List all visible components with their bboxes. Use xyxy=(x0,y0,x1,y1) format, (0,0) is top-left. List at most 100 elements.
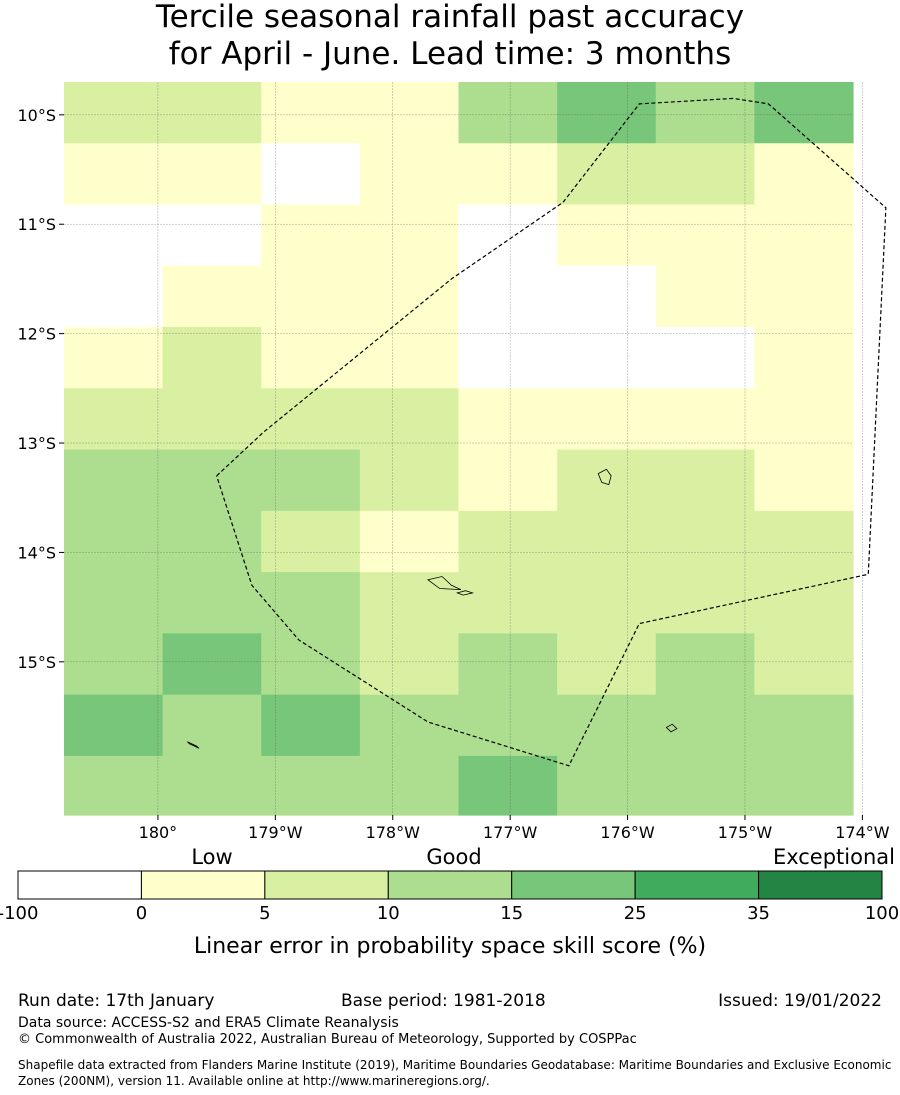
longitude-labels: 180° 179°W 178°W 177°W 176°W 175°W 174°W xyxy=(139,815,890,842)
grid-cell xyxy=(458,82,558,144)
lat-label: 10°S xyxy=(17,106,56,125)
grid-cell xyxy=(162,265,262,328)
colorbar-tick-label: 35 xyxy=(747,903,770,924)
grid-cell xyxy=(655,265,755,328)
grid-cell xyxy=(557,143,657,206)
colorbar-bin xyxy=(17,870,142,900)
colorbar-bin xyxy=(511,870,636,900)
grid-cell xyxy=(458,388,558,451)
grid-cell xyxy=(64,755,164,816)
grid-cell xyxy=(261,633,361,696)
grid-cell xyxy=(458,204,558,267)
lat-label: 11°S xyxy=(17,215,56,234)
grid-cell xyxy=(359,510,460,573)
grid-cell xyxy=(359,388,460,451)
skill-cells-layer xyxy=(64,82,854,816)
grid-cell xyxy=(557,388,657,451)
colorbar-bin xyxy=(758,870,883,900)
chart-title-line-2: for April - June. Lead time: 3 months xyxy=(168,36,732,72)
grid-cell xyxy=(359,265,460,328)
grid-cell xyxy=(458,755,558,816)
grid-cell xyxy=(162,633,262,696)
lat-label: 12°S xyxy=(17,325,56,344)
grid-cell xyxy=(754,510,854,573)
base-period: Base period: 1981-2018 xyxy=(341,991,546,1011)
colorbar-tick-label: 5 xyxy=(259,903,270,924)
grid-cell xyxy=(754,755,854,816)
grid-cell xyxy=(64,143,164,206)
grid-cell xyxy=(655,755,755,816)
grid-cell xyxy=(458,143,558,206)
island-outline xyxy=(187,741,200,749)
grid-cell xyxy=(754,143,854,206)
grid-cell xyxy=(557,633,657,696)
lat-label: 13°S xyxy=(17,434,56,453)
lon-label: 180° xyxy=(139,823,178,842)
lat-label: 15°S xyxy=(17,653,56,672)
island-outline xyxy=(456,590,475,596)
colorbar-tick-label: 0 xyxy=(136,903,147,924)
latitude-labels: 10°S 11°S 12°S 13°S 14°S 15°S xyxy=(17,106,64,672)
colorbar-bin xyxy=(387,870,513,900)
colorbar-tick-label: 100 xyxy=(865,903,899,924)
grid-cell xyxy=(261,755,361,816)
lon-label: 175°W xyxy=(718,823,773,842)
grid-cell xyxy=(655,82,755,144)
grid-cell xyxy=(754,694,854,757)
grid-cell xyxy=(64,694,164,757)
lon-label: 179°W xyxy=(248,823,303,842)
grid-cell xyxy=(261,694,361,757)
run-date: Run date: 17th January xyxy=(18,991,215,1011)
grid-cell xyxy=(557,449,657,512)
grid-cell xyxy=(557,572,657,634)
legend-category-good: Good xyxy=(426,845,481,869)
grid-cell xyxy=(754,82,854,144)
colorbar-tick-label: 25 xyxy=(624,903,647,924)
grid-cell xyxy=(458,265,558,328)
grid-cell xyxy=(359,204,460,267)
grid-cell xyxy=(64,82,164,144)
grid-cell xyxy=(359,633,460,696)
colorbar-bins xyxy=(17,870,883,900)
grid-cell xyxy=(557,694,657,757)
lat-label: 14°S xyxy=(17,543,56,562)
colorbar-tick-label: 15 xyxy=(500,903,523,924)
island-outline xyxy=(665,723,678,733)
colorbar-legend: Low Good Exceptional -100 0 5 10 15 25 35 100 L… xyxy=(0,845,899,959)
colorbar-bin xyxy=(264,870,389,900)
colorbar-tick-label: -100 xyxy=(0,903,38,924)
grid-cell xyxy=(458,327,558,389)
grid-cell xyxy=(754,572,854,634)
grid-cell xyxy=(64,510,164,573)
grid-cell xyxy=(359,694,460,757)
island-outline xyxy=(427,576,462,591)
graticule-layer xyxy=(64,82,863,815)
grid-cell xyxy=(655,388,755,451)
colorbar-tick-label: 10 xyxy=(377,903,400,924)
issued-date: Issued: 19/01/2022 xyxy=(718,991,882,1011)
grid-cell xyxy=(458,694,558,757)
lon-label: 176°W xyxy=(600,823,655,842)
grid-cell xyxy=(754,449,854,512)
grid-cell xyxy=(754,265,854,328)
grid-cell xyxy=(557,82,657,144)
grid-cell xyxy=(162,82,262,144)
lon-label: 174°W xyxy=(835,823,890,842)
grid-cell xyxy=(557,755,657,816)
grid-cell xyxy=(162,143,262,206)
grid-cell xyxy=(458,449,558,512)
colorbar-ticks: -100 0 5 10 15 25 35 100 xyxy=(0,903,899,924)
grid-cell xyxy=(557,327,657,389)
grid-cell xyxy=(655,327,755,389)
grid-cell xyxy=(261,143,361,206)
grid-cell xyxy=(64,449,164,512)
copyright-notice: © Commonwealth of Australia 2022, Austra… xyxy=(18,1032,637,1047)
eez-boundary-layer xyxy=(216,97,887,767)
grid-cell xyxy=(754,204,854,267)
grid-cell xyxy=(359,572,460,634)
grid-cell xyxy=(64,327,164,389)
grid-cell xyxy=(655,694,755,757)
grid-cell xyxy=(162,510,262,573)
shapefile-attribution: Shapefile data extracted from Flanders M… xyxy=(18,1058,892,1088)
lon-label: 178°W xyxy=(366,823,421,842)
